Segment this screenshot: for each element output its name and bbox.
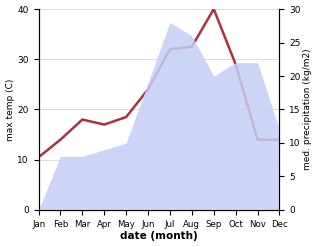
Y-axis label: max temp (C): max temp (C) [5,78,15,141]
X-axis label: date (month): date (month) [120,231,198,242]
Y-axis label: med. precipitation (kg/m2): med. precipitation (kg/m2) [303,49,313,170]
